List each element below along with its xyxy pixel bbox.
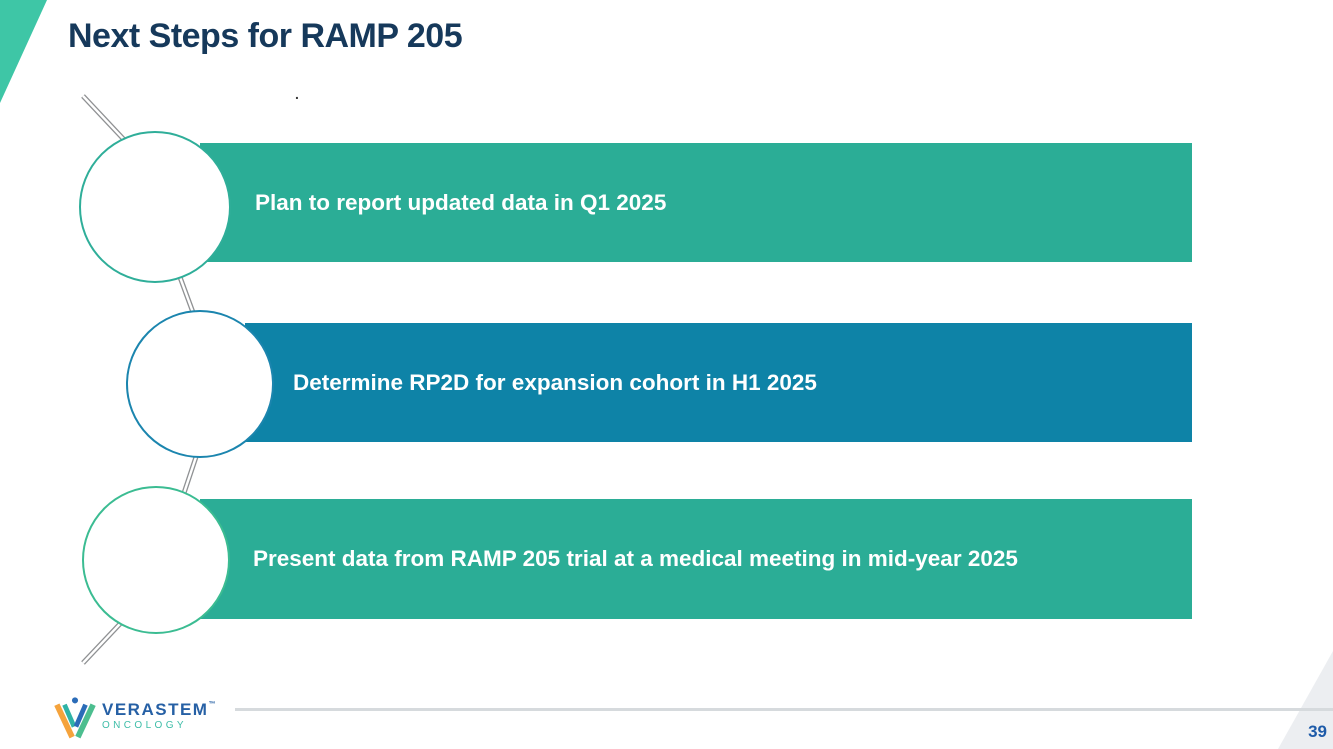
step-bar-1: Plan to report updated data in Q1 2025 [200,143,1192,262]
verastem-wordmark: VERASTEM™ ONCOLOGY [102,701,217,731]
verastem-logomark-icon [54,697,96,739]
step-circle-1 [79,131,231,283]
page-number: 39 [1308,722,1327,741]
logo-name-text: VERASTEM [102,700,209,719]
step-bar-2: Determine RP2D for expansion cohort in H… [245,323,1192,442]
stray-period-mark: . [295,86,299,102]
step-circle-3 [82,486,230,634]
verastem-logo: VERASTEM™ ONCOLOGY [54,697,217,741]
step-bar-3: Present data from RAMP 205 trial at a me… [200,499,1192,619]
step-label-1: Plan to report updated data in Q1 2025 [255,189,667,215]
trademark-symbol: ™ [208,701,217,708]
step-label-3: Present data from RAMP 205 trial at a me… [253,546,1018,571]
step-label-2: Determine RP2D for expansion cohort in H… [293,369,817,395]
oncology-subtext: ONCOLOGY [102,720,187,731]
slide-title: Next Steps for RAMP 205 [68,17,463,55]
step-circle-2 [126,310,274,458]
footer-divider [235,708,1333,711]
